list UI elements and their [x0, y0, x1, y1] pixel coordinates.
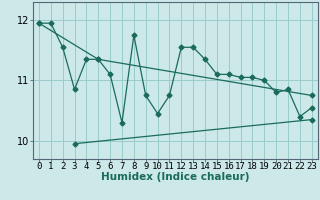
- X-axis label: Humidex (Indice chaleur): Humidex (Indice chaleur): [101, 172, 250, 182]
